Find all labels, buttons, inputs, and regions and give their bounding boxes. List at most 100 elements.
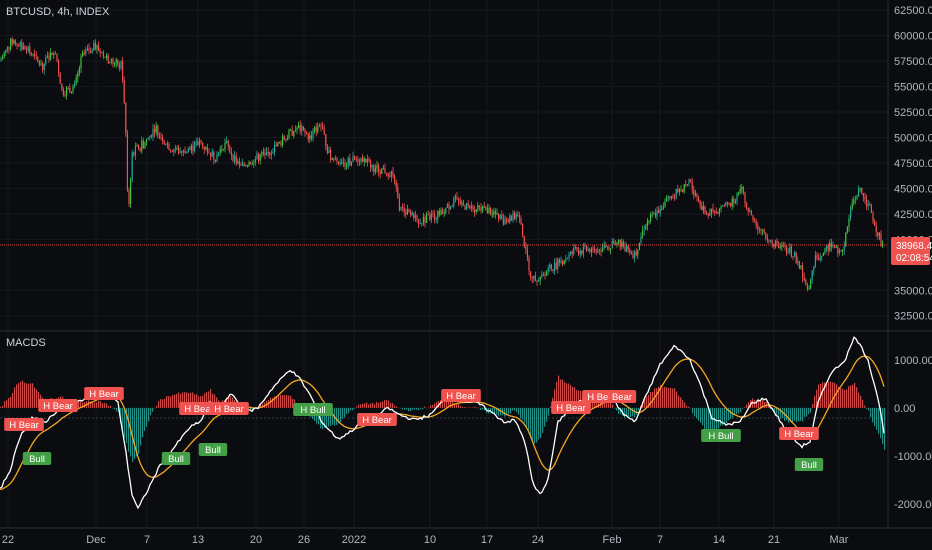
candle-body [763, 229, 765, 233]
candle-body [371, 165, 373, 168]
bear-marker: H Bear [38, 399, 78, 412]
candle-body [635, 251, 637, 256]
candle-body [579, 250, 581, 255]
histogram-bar [604, 401, 606, 408]
candle-body [744, 192, 746, 204]
histogram-bar [20, 381, 22, 408]
candle-body [280, 141, 282, 146]
histogram-bar [144, 407, 146, 432]
candle-body [107, 55, 109, 63]
histogram-bar [398, 407, 400, 409]
time-axis[interactable]: 22 Dec 7 13 20 26 2022 10 17 24 Feb 7 14 21 Mar [2, 534, 849, 546]
histogram-bar [688, 406, 690, 408]
histogram-bar [24, 382, 26, 408]
histogram-bar [746, 404, 748, 408]
indicator-axis[interactable]: 1000.00 0.00 -1000.00 -2000.00 [894, 355, 932, 511]
candle-body [555, 262, 557, 269]
symbol-label[interactable]: BTCUSD, 4h, INDEX [6, 6, 110, 18]
time-tick-label: 14 [713, 534, 725, 546]
histogram-bar [112, 407, 114, 409]
bull-marker: H Bull [293, 403, 333, 416]
candle-body [69, 87, 71, 93]
histogram-bar [594, 400, 596, 408]
candle-body [765, 232, 767, 239]
candle-body [653, 213, 655, 215]
candle-body [240, 164, 242, 166]
histogram-bar [696, 407, 698, 419]
candle-body [238, 161, 240, 165]
histogram-bar [710, 407, 712, 435]
histogram-bar [10, 396, 12, 408]
candle-body [229, 146, 231, 153]
candle-body [408, 209, 410, 213]
time-tick-label: 22 [2, 534, 14, 546]
candle-body [406, 209, 408, 215]
histogram-bar [26, 383, 28, 408]
candle-body [522, 224, 524, 237]
candle-body [686, 184, 688, 186]
histogram-bar [140, 407, 142, 446]
histogram-bar [728, 407, 730, 421]
candle-body [816, 255, 818, 259]
candle-body [122, 61, 124, 81]
candle-body [542, 274, 544, 276]
time-tick-label: Feb [603, 534, 622, 546]
histogram-bar [808, 407, 810, 415]
time-tick-label: Mar [830, 534, 849, 546]
candle-body [629, 249, 631, 253]
candle-body [795, 252, 797, 263]
candle-body [878, 233, 880, 236]
candle-body [536, 280, 538, 282]
price-candles[interactable] [0, 36, 884, 292]
candle-body [165, 143, 167, 145]
candle-body [437, 210, 439, 219]
candle-body [50, 52, 52, 60]
candle-body [157, 125, 159, 136]
bear-marker: H Bear [441, 389, 481, 402]
histogram-bar [330, 407, 332, 426]
histogram-bar [764, 402, 766, 408]
candle-body [27, 46, 29, 51]
candle-body [77, 72, 79, 78]
histogram-bar [694, 407, 696, 417]
candle-body [448, 204, 450, 210]
candle-body [389, 176, 391, 178]
histogram-bar [280, 394, 282, 408]
histogram-bar [510, 407, 512, 414]
candle-body [339, 163, 341, 165]
time-tick-label: 21 [768, 534, 780, 546]
candle-body [242, 163, 244, 166]
candle-body [394, 175, 396, 182]
candle-body [774, 240, 776, 248]
histogram-bar [482, 407, 484, 410]
candle-body [811, 270, 813, 281]
candle-body [189, 148, 191, 151]
histogram-bar [576, 390, 578, 408]
candle-body [613, 241, 615, 245]
time-tick-label: 26 [298, 534, 310, 546]
candle-body [822, 253, 824, 256]
price-axis[interactable]: 62500.00 60000.00 57500.00 55000.00 52500.00… [894, 5, 932, 323]
candle-body [235, 155, 237, 164]
candle-body [285, 139, 287, 141]
candle-body [442, 209, 444, 214]
candle-body [45, 57, 47, 64]
histogram-bar [174, 394, 176, 408]
histogram-bar [82, 402, 84, 408]
histogram-bar [366, 402, 368, 408]
candle-body [712, 208, 714, 211]
histogram-bar [802, 407, 804, 422]
price-tick-label: 50000.00 [894, 132, 932, 144]
candle-body [154, 128, 156, 133]
candle-body [541, 274, 543, 278]
time-tick-label: 2022 [342, 534, 366, 546]
candle-body [483, 206, 485, 208]
candle-body [202, 142, 204, 147]
candle-body [739, 189, 741, 193]
indicator-name[interactable]: MACDS [6, 337, 46, 349]
candle-body [254, 158, 256, 163]
histogram-bar [450, 399, 452, 408]
candle-body [282, 136, 284, 146]
candle-body [306, 132, 308, 134]
